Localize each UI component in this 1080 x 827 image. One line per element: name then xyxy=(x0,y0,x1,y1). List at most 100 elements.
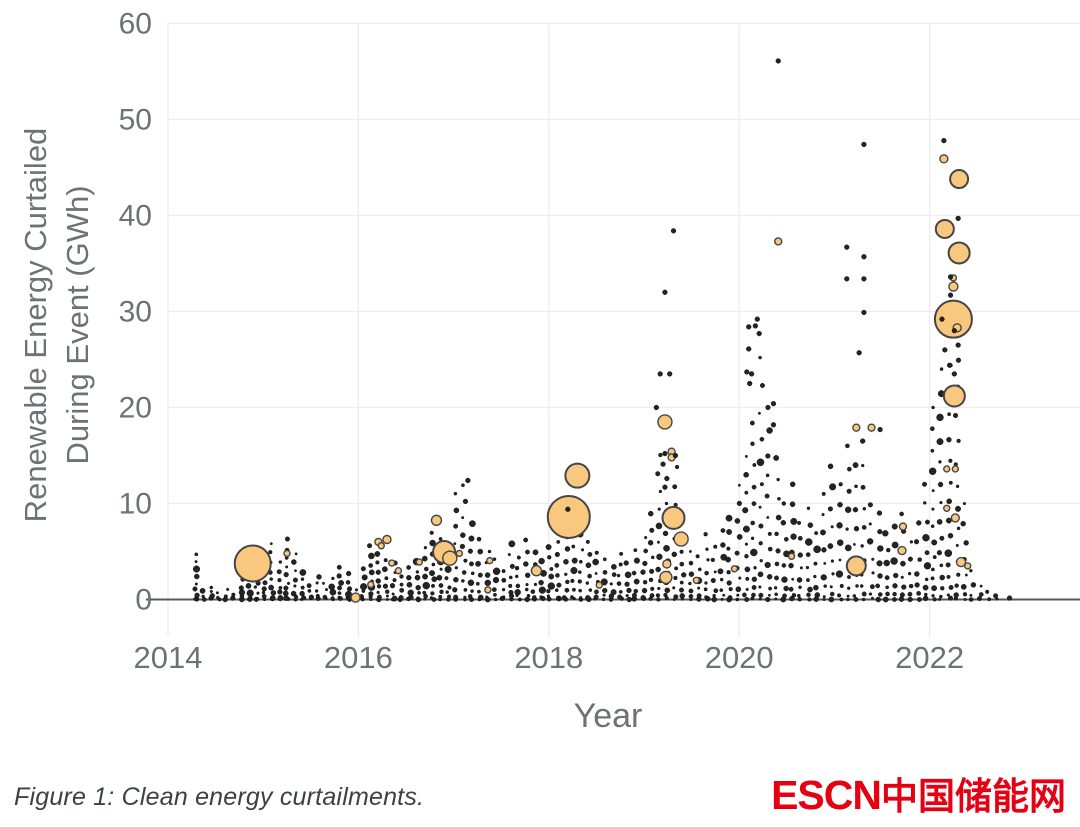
event-dot xyxy=(855,584,859,588)
event-dot xyxy=(417,591,421,595)
event-dot xyxy=(381,566,388,573)
highlight-bubble xyxy=(939,154,949,164)
event-dot xyxy=(429,530,434,535)
event-dot xyxy=(578,588,582,593)
event-dot xyxy=(238,589,246,596)
event-dot xyxy=(835,570,844,578)
event-dot xyxy=(268,584,274,591)
scatter-plot: 0 10 20 30 40 50 60 2014 2016 2018 2020 2022 Year Ren… xyxy=(18,8,1080,735)
event-dot xyxy=(648,577,654,583)
event-dot xyxy=(602,593,606,597)
event-dot xyxy=(751,501,757,506)
event-dot xyxy=(947,412,951,417)
event-dot xyxy=(720,528,726,533)
event-dot xyxy=(931,405,935,410)
event-dot xyxy=(907,596,913,603)
event-dot xyxy=(391,595,398,602)
y-tick-label: 60 xyxy=(119,8,152,41)
event-dot xyxy=(648,510,654,517)
event-dot xyxy=(429,570,435,577)
event-dot xyxy=(679,549,684,554)
event-dot xyxy=(594,550,599,555)
event-dot xyxy=(643,548,649,554)
event-dot xyxy=(759,559,763,563)
event-dot xyxy=(900,575,904,579)
event-dot xyxy=(487,549,492,554)
event-dot xyxy=(525,549,530,555)
event-dot xyxy=(766,427,773,434)
escn-logo-text-en: ESCN xyxy=(771,772,882,818)
event-dot xyxy=(891,541,899,549)
event-dot xyxy=(713,544,718,549)
event-dot xyxy=(970,582,977,588)
event-dot xyxy=(806,592,811,598)
event-dot xyxy=(861,525,867,530)
event-dot xyxy=(954,583,959,588)
event-dot xyxy=(438,537,443,541)
event-dot xyxy=(821,491,826,496)
event-dot xyxy=(658,452,663,458)
event-dot xyxy=(828,596,835,603)
event-dot xyxy=(917,557,922,562)
event-dot xyxy=(710,557,715,563)
event-dot xyxy=(368,569,375,576)
event-dot xyxy=(278,560,283,564)
event-dot xyxy=(439,567,443,571)
event-dot xyxy=(907,571,912,576)
highlight-bubble xyxy=(662,559,672,569)
event-dot xyxy=(580,548,585,552)
x-tick-label: 2022 xyxy=(895,640,964,675)
event-dot xyxy=(515,574,519,579)
event-dot xyxy=(705,547,709,551)
event-dot xyxy=(823,561,827,565)
event-dot xyxy=(914,571,920,577)
event-dot xyxy=(301,595,307,601)
event-dot xyxy=(445,590,449,594)
event-dot xyxy=(883,559,890,567)
event-dot xyxy=(852,507,859,513)
event-dot xyxy=(688,581,692,586)
event-dot xyxy=(663,592,668,598)
event-dot xyxy=(209,593,215,599)
event-dot xyxy=(587,551,593,557)
event-dot xyxy=(548,573,555,580)
event-dot xyxy=(658,489,663,494)
event-dot xyxy=(807,522,814,528)
event-dot xyxy=(939,563,944,568)
event-dot xyxy=(877,573,883,579)
event-dot xyxy=(913,539,920,545)
event-dot xyxy=(891,523,898,530)
event-dot xyxy=(656,553,663,560)
event-dot xyxy=(854,484,858,489)
event-dot xyxy=(626,587,632,594)
event-dot xyxy=(738,576,742,580)
event-dot xyxy=(431,597,437,602)
event-dot xyxy=(758,585,762,589)
event-dot xyxy=(331,576,335,581)
event-dot xyxy=(626,596,632,603)
event-dot xyxy=(868,522,872,526)
event-dot xyxy=(726,529,732,535)
event-dot xyxy=(753,566,757,570)
event-dot xyxy=(924,592,928,597)
event-dot xyxy=(774,597,778,601)
event-dot xyxy=(578,596,583,600)
highlight-bubble xyxy=(367,580,375,589)
event-dot xyxy=(459,543,465,550)
event-dot xyxy=(688,571,695,577)
event-dot xyxy=(283,585,289,591)
event-dot xyxy=(955,484,960,489)
event-dot xyxy=(813,561,818,566)
event-dot xyxy=(453,577,459,583)
event-dot xyxy=(633,548,638,553)
event-dot xyxy=(547,555,552,560)
event-dot xyxy=(383,558,388,563)
outlier-dot xyxy=(844,276,850,282)
event-dot xyxy=(774,531,779,537)
highlight-bubble xyxy=(845,555,867,577)
event-dot xyxy=(839,583,844,588)
event-dot xyxy=(925,519,930,525)
event-dot xyxy=(756,458,765,467)
event-dot xyxy=(688,550,692,553)
event-dot xyxy=(508,583,513,588)
